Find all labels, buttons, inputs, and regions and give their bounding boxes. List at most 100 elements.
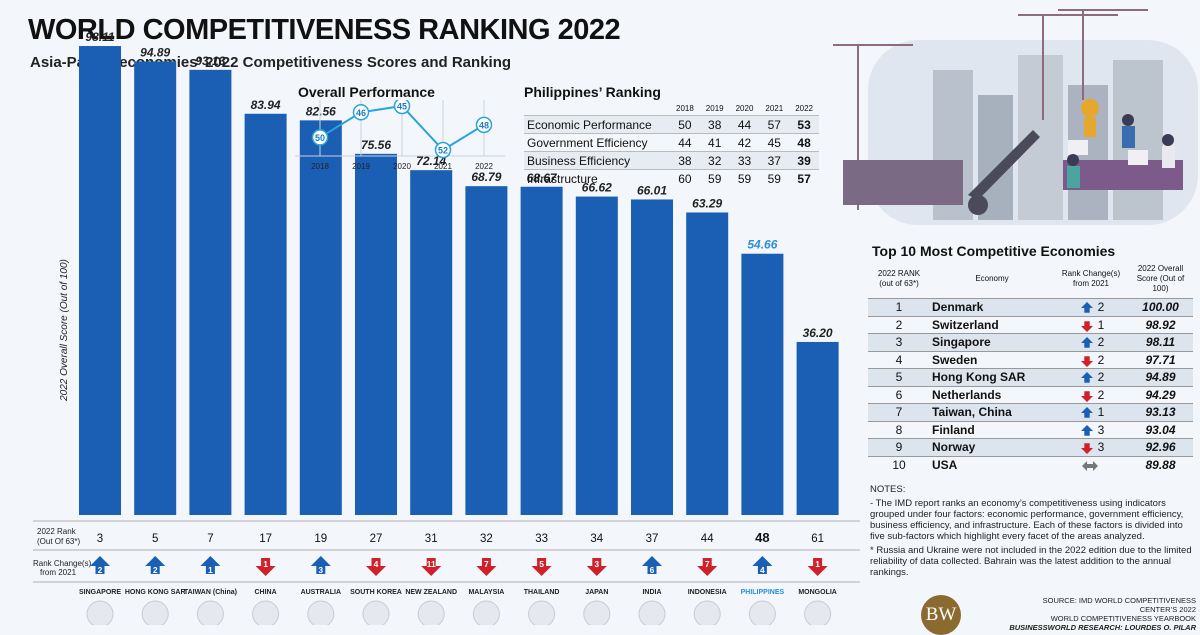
table-row: 6 Netherlands 2 94.29 [868,385,1193,404]
row-label: Economic Performance [524,115,670,134]
arrow-up-icon [90,556,110,574]
row-label: Business Efficiency [524,151,670,170]
flag-icon [307,600,335,625]
economy-cell: USA [930,455,1054,473]
source-credit: SOURCE: IMD WORLD COMPETITIVENESS CENTER… [1006,596,1196,632]
rank-change-value: 3 [1097,422,1105,437]
country-label: SINGAPORE [79,589,121,596]
rank-cell: 3 [868,333,930,351]
rank-value: 19 [314,533,327,545]
data-label: 50 [315,133,325,143]
rank-change-value: 6 [650,565,655,575]
rank-change-cell [1054,455,1128,473]
score-bar-chart: 2022 Overall Score (Out of 100) 2022 Rank… [33,30,860,625]
arrow-down-icon [807,558,828,576]
rank-change-value: 2 [1097,352,1105,367]
rank-change-value: 7 [705,559,710,569]
x-tick-label: 2021 [434,162,452,171]
rank-change-value: 1 [815,559,820,569]
economy-cell: Denmark [930,298,1054,316]
arrow-down-icon [476,558,497,576]
table-row: 9 Norway 3 92.96 [868,438,1193,456]
data-point [311,129,329,146]
table-row: Economic Performance 50 38 44 57 53 [524,115,819,134]
data-label: 48 [479,120,489,130]
rank-change-value: 1 [1097,317,1105,332]
rank-value: 48 [755,530,769,545]
bar [244,113,287,516]
arrow-up-icon [1080,302,1093,313]
table-cell: 45 [759,133,790,152]
arrow-down-icon [531,558,552,576]
rank-value: 33 [535,533,548,545]
column-header [524,104,670,116]
table-cell: 41 [699,133,730,152]
table-cell: 59 [699,169,730,187]
table-cell: 50 [670,115,700,134]
source-line: BUSINESSWORLD RESEARCH: LOURDES O. PILAR [1009,623,1196,632]
column-header: 2021 [765,104,784,113]
table-row: 1 Denmark 2 100.00 [868,298,1193,316]
score-cell: 94.29 [1128,385,1193,404]
bar [686,212,729,515]
table-row: 5 Hong Kong SAR 2 94.89 [868,368,1193,386]
table-cell: 48 [789,133,819,152]
rank-cell: 9 [868,438,930,456]
arrow-up-icon [310,556,331,574]
column-header: 2020 [735,104,754,113]
change-arrow [1080,390,1093,402]
table-cell: 59 [729,169,760,187]
rank-change-cell: 2 [1054,298,1128,316]
economy-cell: Taiwan, China [930,403,1054,421]
bar [299,120,342,516]
rank-change-value: 4 [760,565,765,575]
bar-value-label: 75.56 [361,138,391,152]
rank-change-value: 2 [153,565,158,575]
rank-change-cell: 2 [1054,333,1128,351]
arrow-up-icon [1080,372,1093,383]
country-label: JAPAN [585,589,608,596]
arrow-down-icon [1080,355,1093,367]
data-point [475,116,493,134]
rank-change-value: 1 [208,565,213,575]
bar [631,199,673,515]
column-header: 2022 Overall Score (Out of 100) [1136,264,1185,293]
rank-value: 27 [370,533,383,545]
rank-change-value: 1 [263,559,268,569]
rank-change-value: 2 [98,565,103,575]
table-cell: 42 [729,133,760,152]
table-row: Business Efficiency 38 32 33 37 39 [524,151,819,170]
table-row: 10 USA 89.88 [868,455,1193,473]
businessworld-logo: BW [921,595,961,635]
rank-value: 34 [590,533,603,545]
rank-cell: 8 [868,420,930,439]
philippines-ranking-table: 2018 2019 2020 2021 2022 Economic Perfor… [524,104,819,187]
rank-cell: 6 [868,385,930,404]
arrow-up-icon [200,556,221,574]
table-cell: 39 [789,151,819,170]
country-label: MONGOLIA [798,589,837,596]
rank-value: 31 [425,533,438,545]
arrow-down-icon [255,558,276,576]
score-cell: 100.00 [1128,298,1193,316]
table-cell: 37 [759,151,790,170]
rank-cell: 7 [868,403,930,421]
rank-value: 37 [646,533,659,545]
bar-value-label: 54.66 [747,238,777,252]
table-row: 8 Finland 3 93.04 [868,420,1193,439]
rank-cell: 4 [868,350,930,369]
score-cell: 93.13 [1128,403,1193,421]
country-label: MALAYSIA [468,589,504,596]
rank-change-value: 2 [1097,387,1105,402]
column-header: 2019 [705,104,724,113]
country-label: AUSTRALIA [301,589,341,596]
rank-change-cell: 1 [1054,403,1128,421]
source-line: SOURCE: IMD WORLD COMPETITIVENESS CENTER… [1042,596,1196,614]
change-arrow [1082,460,1098,471]
rank-change-cell: 1 [1054,315,1128,334]
flag-icon [748,600,776,625]
economy-cell: Netherlands [930,385,1054,404]
bar-value-label: 72.14 [416,154,446,168]
bar-value-label: 68.79 [471,170,501,184]
country-label: THAILAND [524,589,560,596]
